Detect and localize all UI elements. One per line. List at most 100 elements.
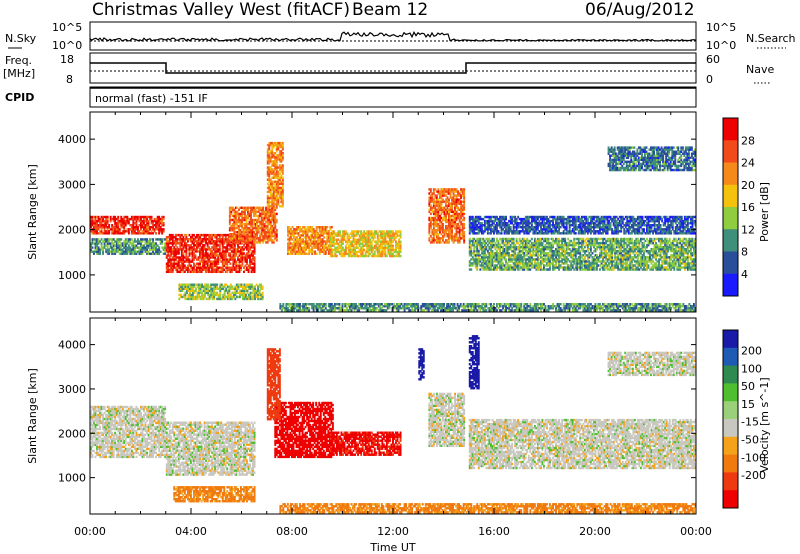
power-cell [249, 283, 252, 286]
power-cell [440, 226, 443, 230]
power-cell [331, 254, 334, 258]
power-cell [211, 238, 214, 241]
power-cell [124, 248, 127, 251]
power-cell [570, 256, 573, 259]
power-cell [257, 229, 260, 232]
power-cell [190, 260, 192, 263]
power-cell [156, 252, 159, 255]
power-cell [238, 246, 241, 249]
power-cell [490, 241, 492, 245]
power-cell [452, 190, 455, 193]
power-cell [171, 233, 174, 237]
power-cell [449, 237, 452, 240]
power-cell [165, 248, 168, 251]
power-cell [508, 268, 511, 271]
power-cell [494, 264, 497, 267]
power-cell [346, 242, 349, 245]
power-cell [269, 156, 272, 159]
power-cell [253, 233, 256, 236]
power-cell [318, 234, 321, 237]
power-cell [248, 218, 251, 222]
power-cell [455, 212, 458, 216]
power-cell [250, 222, 253, 226]
power-cell [577, 262, 580, 265]
power-cell [97, 252, 100, 255]
power-cell [155, 244, 158, 247]
power-cell [196, 242, 198, 245]
power-cell [297, 250, 300, 253]
power-cell [468, 264, 471, 267]
power-cell [242, 226, 245, 230]
power-cell [558, 252, 561, 255]
power-cell [265, 210, 268, 214]
power-cell [294, 230, 297, 233]
power-cell [327, 246, 330, 249]
power-cell [324, 226, 327, 229]
power-cell [220, 254, 223, 257]
power-cell [491, 268, 494, 271]
power-cell [434, 229, 437, 232]
power-cell [449, 210, 452, 214]
power-cell [577, 256, 580, 259]
power-cell [201, 297, 204, 301]
power-cell [149, 240, 152, 243]
power-cell [321, 228, 324, 231]
power-cell [527, 258, 530, 261]
power-cell [490, 254, 492, 257]
power-cell [384, 242, 387, 245]
power-cell [562, 243, 565, 247]
power-cell [235, 233, 238, 237]
power-cell [164, 246, 167, 249]
power-cell [479, 268, 482, 271]
power-cell [224, 238, 227, 241]
power-cell [302, 226, 305, 229]
power-cell [123, 228, 126, 231]
power-cell [352, 236, 355, 239]
power-cell [373, 244, 376, 248]
power-cell [245, 235, 248, 238]
power-cell [185, 254, 188, 257]
power-cell [200, 260, 203, 263]
power-cell [156, 238, 159, 241]
power-cell [547, 268, 550, 271]
power-cell [454, 239, 457, 242]
power-cell [349, 240, 352, 243]
power-cell [445, 202, 447, 205]
power-cell [193, 252, 195, 255]
power-cell [398, 230, 401, 233]
power-cell [574, 254, 577, 257]
power-cell [269, 180, 272, 184]
power-cell [293, 244, 295, 247]
power-cell [390, 242, 393, 245]
power-cell [158, 215, 161, 219]
power-cell [242, 206, 245, 210]
power-cell [263, 237, 266, 240]
power-cell [559, 256, 562, 259]
power-cell [124, 224, 127, 227]
power-cell [268, 229, 271, 232]
power-cell [144, 219, 147, 223]
power-cell [291, 242, 294, 245]
power-cell [577, 250, 580, 253]
power-cell [392, 254, 394, 258]
power-cell [242, 297, 244, 301]
power-cell [308, 238, 311, 241]
power-cell [491, 245, 494, 249]
power-cell [231, 295, 234, 299]
power-cell [363, 238, 366, 241]
power-cell [321, 232, 324, 235]
power-cell [553, 241, 556, 245]
power-cell [244, 210, 246, 214]
power-cell [503, 248, 506, 251]
power-cell [126, 240, 129, 243]
power-cell [158, 217, 161, 221]
power-cell [303, 236, 306, 239]
power-cell [593, 241, 595, 245]
power-cell [268, 160, 271, 163]
power-cell [337, 234, 340, 237]
power-cell [187, 295, 190, 299]
power-cell [141, 240, 144, 243]
power-cell [193, 291, 196, 295]
power-cell [457, 226, 460, 230]
power-cell [574, 256, 577, 259]
